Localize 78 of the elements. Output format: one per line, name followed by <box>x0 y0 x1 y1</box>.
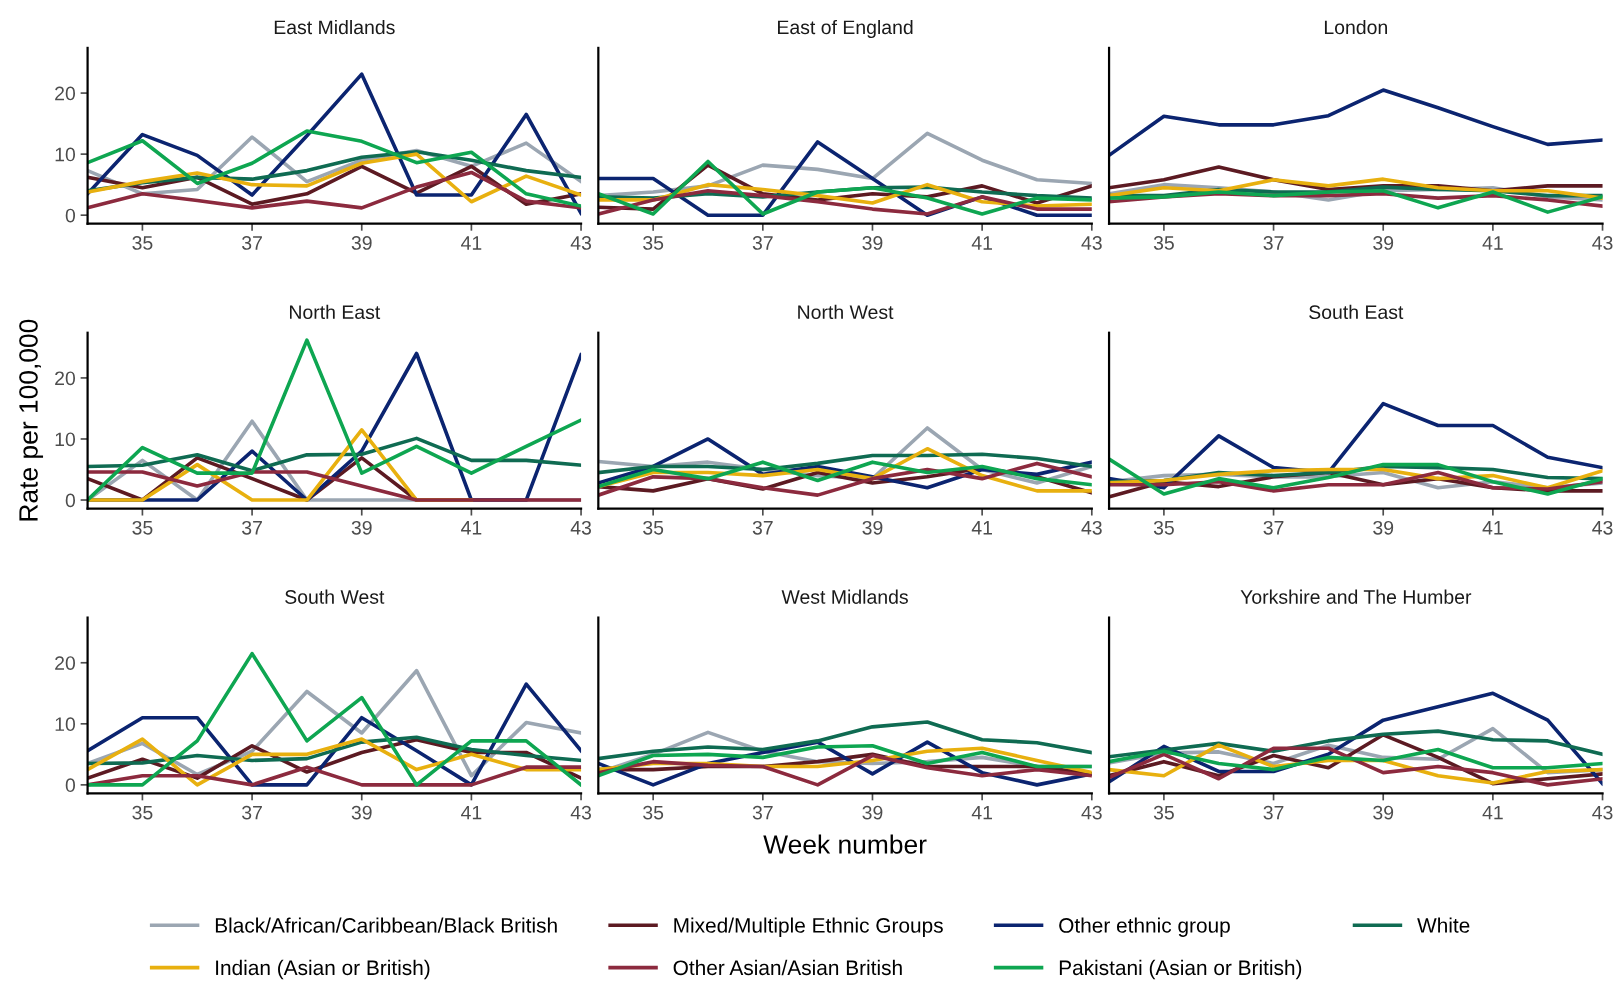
x-tick-label: 43 <box>570 236 592 250</box>
y-tick-label: 0 <box>65 208 76 223</box>
legend-label: Mixed/Multiple Ethnic Groups <box>674 917 943 937</box>
x-tick-label: 35 <box>643 236 664 250</box>
legend-label: White <box>1417 917 1470 933</box>
x-tick-label: 37 <box>752 236 773 250</box>
x-tick-label: 41 <box>1482 236 1503 250</box>
chart-title: North East <box>289 304 381 320</box>
x-tick-label: 37 <box>1263 236 1284 250</box>
x-tick-label: 39 <box>351 236 372 250</box>
x-tick-label: 37 <box>1263 805 1284 820</box>
y-tick-label: 10 <box>55 432 76 447</box>
legend-label: Other ethnic group <box>1059 917 1230 937</box>
x-tick-label: 35 <box>132 805 153 820</box>
chart-title: West Midlands <box>781 589 908 604</box>
x-tick-label: 39 <box>351 805 372 820</box>
x-tick-label: 37 <box>752 805 773 820</box>
line-series <box>87 152 582 204</box>
x-tick-label: 37 <box>242 236 262 250</box>
x-tick-label: 41 <box>461 521 482 535</box>
x-tick-label: 41 <box>971 236 992 250</box>
x-tick-label: 37 <box>242 520 262 535</box>
x-tick-label: 35 <box>1153 520 1174 535</box>
x-tick-label: 41 <box>1482 521 1503 535</box>
x-tick-label: 41 <box>971 521 992 535</box>
line-series <box>87 129 582 208</box>
y-tick-label: 10 <box>55 147 76 162</box>
chart-title: South West <box>285 589 385 604</box>
chart-title: Yorkshire and The Humber <box>1240 589 1472 604</box>
x-tick-label: 37 <box>242 805 262 820</box>
legend-label: Other Asian/Asian British <box>673 959 902 976</box>
y-tick-label: 10 <box>55 717 76 732</box>
chart-title: North West <box>798 304 894 320</box>
x-tick-label: 41 <box>461 805 482 820</box>
x-tick-label: 43 <box>570 520 592 535</box>
x-tick-label: 43 <box>1592 236 1613 250</box>
x-tick-label: 39 <box>1373 236 1394 250</box>
x-tick-label: 43 <box>1081 520 1102 535</box>
legend-label: Indian (Asian or British) <box>216 959 430 980</box>
chart-title: East of England <box>778 19 913 39</box>
x-tick-label: 35 <box>132 236 153 250</box>
chart-title: South East <box>1309 304 1404 320</box>
line-series <box>87 436 582 473</box>
y-tick-label: 20 <box>55 656 76 670</box>
x-tick-label: 39 <box>1373 805 1394 820</box>
y-axis-title: Rate per 100,000 <box>19 319 44 521</box>
x-tick-label: 35 <box>1153 236 1174 250</box>
x-tick-label: 37 <box>752 520 773 535</box>
x-tick-label: 43 <box>1081 236 1102 250</box>
y-tick-label: 20 <box>55 371 76 386</box>
x-tick-label: 39 <box>351 520 372 535</box>
x-tick-label: 41 <box>461 236 482 250</box>
line-series <box>87 651 582 787</box>
x-tick-label: 35 <box>643 805 664 820</box>
x-tick-label: 43 <box>1081 805 1102 820</box>
x-tick-label: 39 <box>1373 520 1394 535</box>
x-tick-label: 39 <box>862 520 883 535</box>
x-tick-label: 43 <box>1592 805 1613 820</box>
legend-label: Pakistani (Asian or British) <box>1059 959 1302 980</box>
x-tick-label: 39 <box>862 805 883 820</box>
x-tick-label: 35 <box>132 520 153 535</box>
x-axis-title: Week number <box>763 834 927 854</box>
y-tick-label: 20 <box>55 86 76 101</box>
chart-title: London <box>1324 19 1387 35</box>
x-tick-label: 43 <box>570 805 592 820</box>
y-tick-label: 0 <box>65 778 76 793</box>
chart-title: East Midlands <box>274 19 395 35</box>
x-tick-label: 43 <box>1592 520 1613 535</box>
x-tick-label: 39 <box>862 236 883 250</box>
x-tick-label: 37 <box>1263 520 1284 535</box>
legend-label: Black/African/Caribbean/Black British <box>215 917 557 933</box>
x-tick-label: 35 <box>1153 805 1174 820</box>
x-tick-label: 41 <box>971 805 992 820</box>
y-tick-label: 0 <box>65 493 76 508</box>
x-tick-label: 35 <box>643 520 664 535</box>
line-series <box>87 735 582 766</box>
x-tick-label: 41 <box>1482 805 1503 820</box>
line-series <box>87 170 582 210</box>
